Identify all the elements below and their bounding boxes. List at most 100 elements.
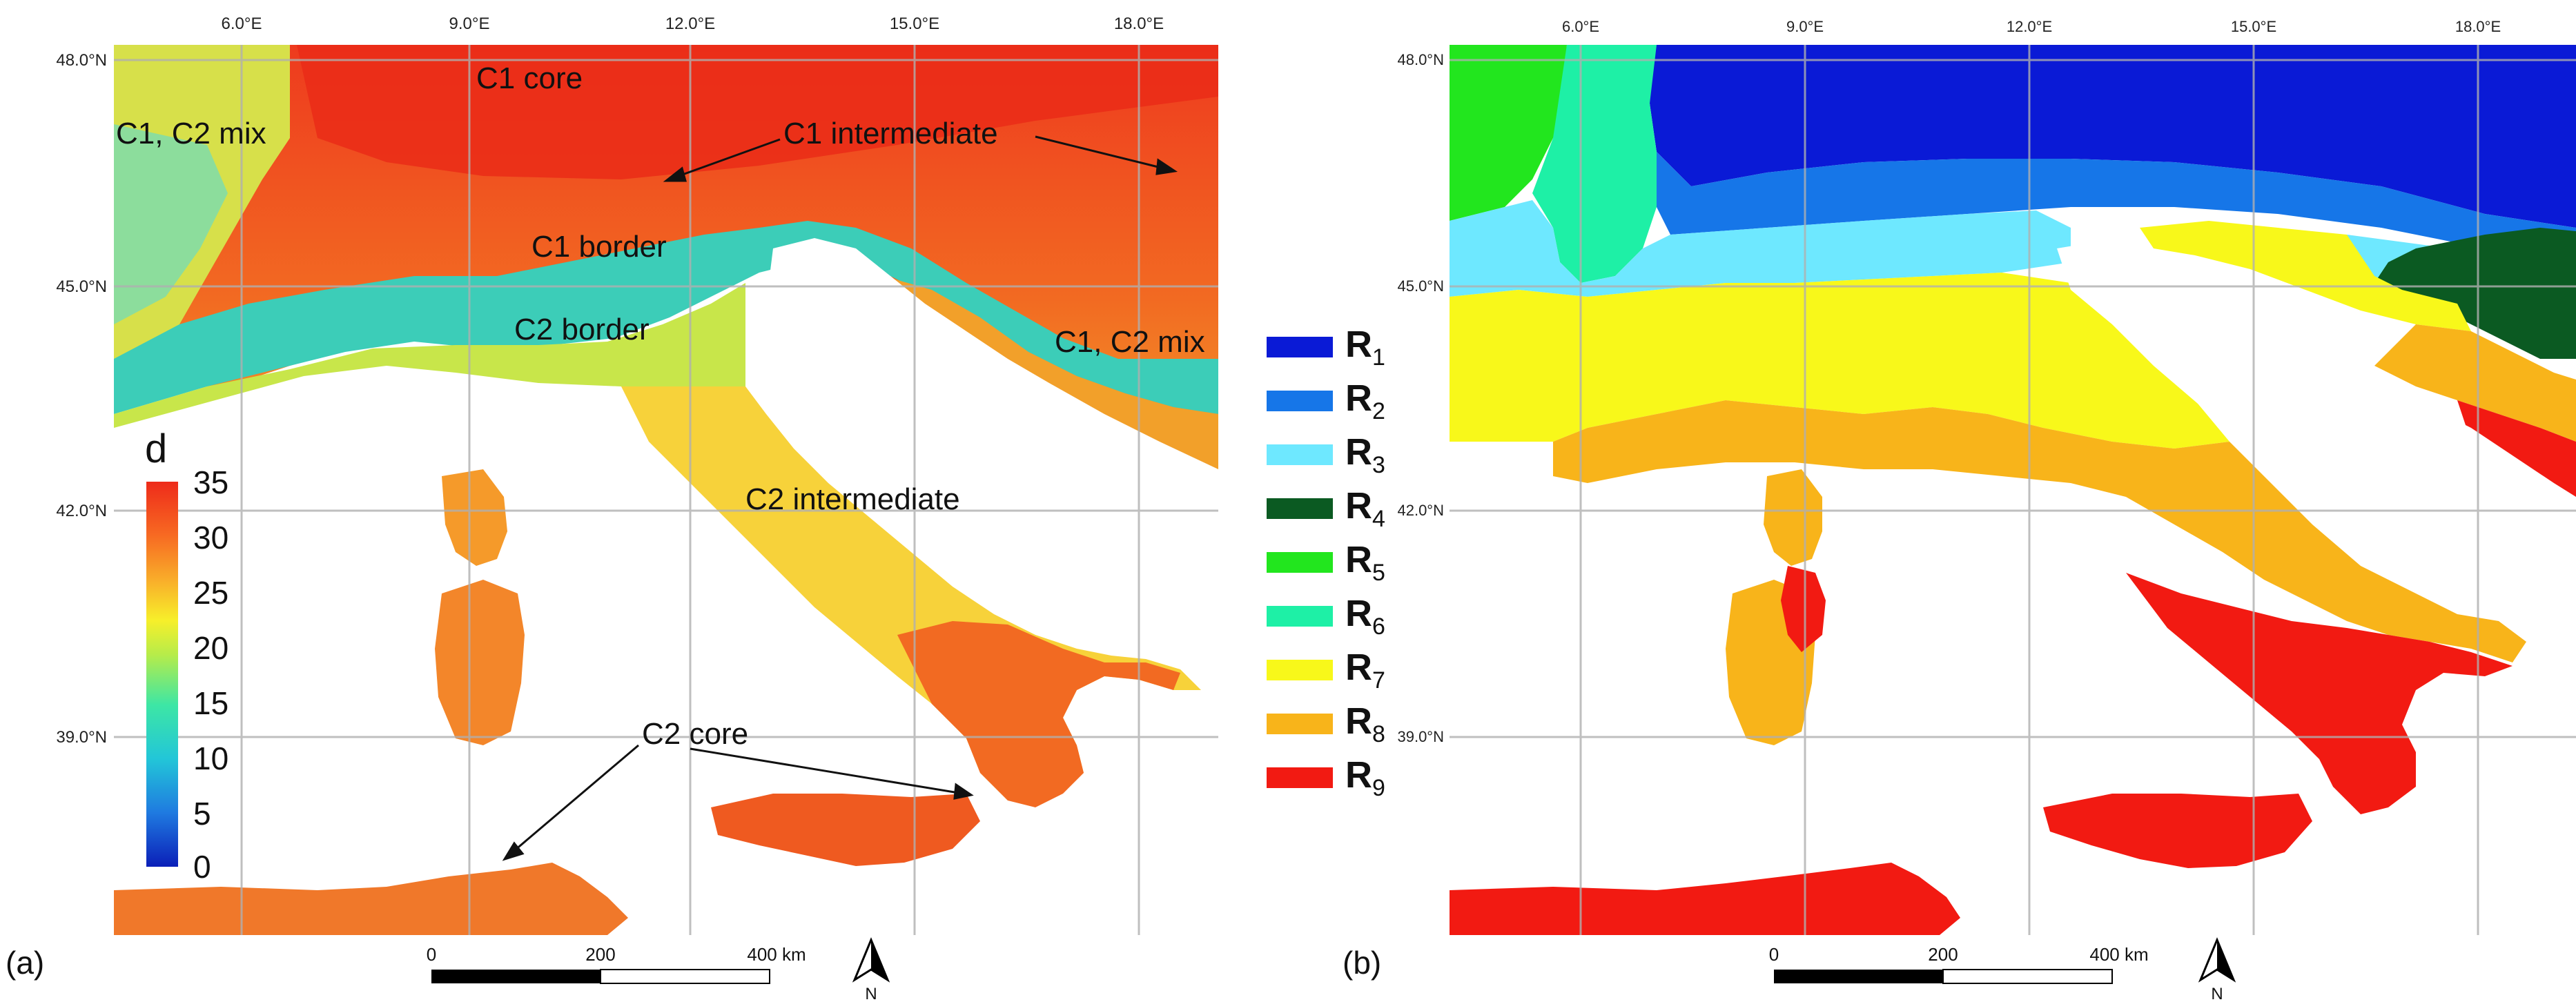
north-arrow-icon: N xyxy=(852,937,890,1002)
annotation-c2-core: C2 core xyxy=(642,717,748,751)
panel-a-corsica xyxy=(442,469,507,566)
panel-b-corsica xyxy=(1764,469,1822,566)
colorbar-tick: 0 xyxy=(193,849,211,885)
panel-a-border-band xyxy=(114,221,1218,414)
legend-swatch xyxy=(1267,713,1333,734)
legend-item-r7: R7 xyxy=(1267,646,1385,694)
colorbar-tick: 15 xyxy=(193,685,228,721)
annotation-c2-border: C2 border xyxy=(514,313,650,346)
panel-b-lon-label: 9.0°E xyxy=(1786,18,1824,35)
panel-a-lat-label: 39.0°N xyxy=(56,728,107,747)
annotation-c1-core: C1 core xyxy=(476,61,583,95)
panel-b-lat-label: 39.0°N xyxy=(1397,728,1444,745)
legend-swatch xyxy=(1267,551,1333,573)
panel-a-letter: (a) xyxy=(6,945,45,981)
region-r9-sicily xyxy=(2043,794,2312,868)
panel-b-adriatic-sea xyxy=(2057,242,2576,621)
region-r8 xyxy=(1553,400,2526,662)
colorbar: d 35 30 25 20 15 10 5 0 xyxy=(145,426,228,885)
legend-item-r8: R8 xyxy=(1267,700,1385,748)
region-r9-south-italy xyxy=(2126,573,2512,814)
panel-a-lon-label: 15.0°E xyxy=(890,14,939,33)
panel-b-lon-label: 12.0°E xyxy=(2007,18,2052,35)
panel-b-lat-label: 48.0°N xyxy=(1397,51,1444,68)
panel-a-lon-label: 9.0°E xyxy=(449,14,490,33)
scalebar-tick: 400 km xyxy=(2089,944,2148,965)
region-r6 xyxy=(1532,45,1657,283)
panel-b-tyrrhenian-sea xyxy=(1450,469,2305,863)
colorbar-tick: 20 xyxy=(193,630,228,666)
annotation-c1-border: C1 border xyxy=(531,230,667,264)
region-r3 xyxy=(1450,200,2071,297)
panel-a-map xyxy=(114,45,1218,935)
scalebar-tick: 200 xyxy=(1928,944,1958,965)
north-label: N xyxy=(2211,985,2223,1002)
legend-item-r6: R6 xyxy=(1267,592,1385,640)
colorbar-tick: 30 xyxy=(193,520,228,556)
panel-a-tyrrhenian-sea xyxy=(114,414,994,876)
legend-label: R6 xyxy=(1345,593,1385,640)
region-r4 xyxy=(2374,228,2576,359)
legend-swatch xyxy=(1267,659,1333,680)
legend-label: R9 xyxy=(1345,754,1385,801)
region-r7 xyxy=(1450,273,2229,449)
panel-a-lat-label: 48.0°N xyxy=(56,51,107,70)
panel-b-letter: (b) xyxy=(1343,945,1382,981)
annotation-c1-c2-mix-left: C1, C2 mix xyxy=(116,117,266,150)
legend-item-r9: R9 xyxy=(1267,754,1385,802)
legend-label: R8 xyxy=(1345,700,1385,747)
colorbar-title: d xyxy=(145,426,167,471)
panel-b-lon-label: 6.0°E xyxy=(1562,18,1599,35)
colorbar-tick: 5 xyxy=(193,796,211,832)
panel-a-lat-label: 45.0°N xyxy=(56,277,107,296)
annotation-arrows xyxy=(502,135,1178,861)
scalebar-tick: 200 xyxy=(585,944,615,965)
panel-a-south-peninsula xyxy=(897,621,1180,807)
panel-a-adriatic-sea xyxy=(766,238,1218,621)
panel-b-scalebar: 0 200 400 km xyxy=(1769,944,2149,984)
legend-swatch xyxy=(1267,390,1333,411)
scalebar-tick: 400 km xyxy=(747,944,806,965)
legend-label: R5 xyxy=(1345,539,1385,586)
region-r7-east xyxy=(2140,221,2471,331)
legend-item-r2: R2 xyxy=(1267,377,1385,425)
region-r2 xyxy=(1657,152,2576,262)
legend-swatch xyxy=(1267,767,1333,788)
region-r1 xyxy=(1643,45,2576,228)
legend-item-r3: R3 xyxy=(1267,431,1385,479)
annotation-c1-intermediate: C1 intermediate xyxy=(783,117,998,150)
legend-item-r5: R5 xyxy=(1267,538,1385,587)
panel-b-lat-label: 42.0°N xyxy=(1397,502,1444,519)
panel-b-lon-label: 15.0°E xyxy=(2231,18,2276,35)
scalebar-tick: 0 xyxy=(427,944,436,965)
north-label: N xyxy=(865,985,877,1002)
panel-a-c2-border-area xyxy=(114,283,745,428)
panel-a-lon-label: 18.0°E xyxy=(1114,14,1164,33)
colorbar-gradient xyxy=(146,482,178,867)
legend-swatch xyxy=(1267,605,1333,627)
legend-swatch xyxy=(1267,444,1333,465)
panel-a-lat-label: 42.0°N xyxy=(56,502,107,520)
panel-a-lon-label: 6.0°E xyxy=(222,14,262,33)
legend-swatch xyxy=(1267,498,1333,519)
panel-b-map xyxy=(1450,45,2576,935)
panel-a-north-africa xyxy=(114,863,628,935)
legend-label: R3 xyxy=(1345,431,1385,478)
panel-a-scalebar: 0 200 400 km xyxy=(427,944,806,984)
legend-swatch xyxy=(1267,336,1333,357)
legend-label: R4 xyxy=(1345,485,1385,532)
region-r9-north-africa xyxy=(1450,863,1960,935)
colorbar-tick: 35 xyxy=(193,464,228,500)
panel-a-left-mix-teal xyxy=(114,124,228,324)
panel-a-sardinia xyxy=(435,580,525,745)
legend-label: R1 xyxy=(1345,324,1385,371)
panel-a-sicily xyxy=(711,794,980,866)
colorbar-tick: 10 xyxy=(193,740,228,776)
panel-b-lat-label: 45.0°N xyxy=(1397,277,1444,295)
legend-label: R2 xyxy=(1345,377,1385,424)
north-arrow-icon: N xyxy=(2198,937,2236,1002)
annotation-c1-c2-mix-right: C1, C2 mix xyxy=(1055,325,1205,359)
panel-a-lon-label: 12.0°E xyxy=(665,14,715,33)
legend-item-r4: R4 xyxy=(1267,484,1385,533)
